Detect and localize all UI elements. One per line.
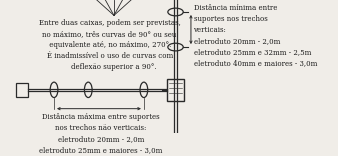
Bar [167, 79, 184, 101]
Text: Entre duas caixas, podem ser previstas,
no máximo, três curvas de 90° ou seu
 eq: Entre duas caixas, podem ser previstas, … [39, 19, 180, 71]
Text: Distância máxima entre suportes
nos trechos não verticais:
eletroduto 20mm - 2,0: Distância máxima entre suportes nos trec… [40, 113, 163, 154]
Bar [16, 83, 28, 97]
Text: Distância mínima entre
suportes nos trechos
verticais:
eletroduto 20mm - 2,0m
el: Distância mínima entre suportes nos trec… [194, 4, 317, 67]
